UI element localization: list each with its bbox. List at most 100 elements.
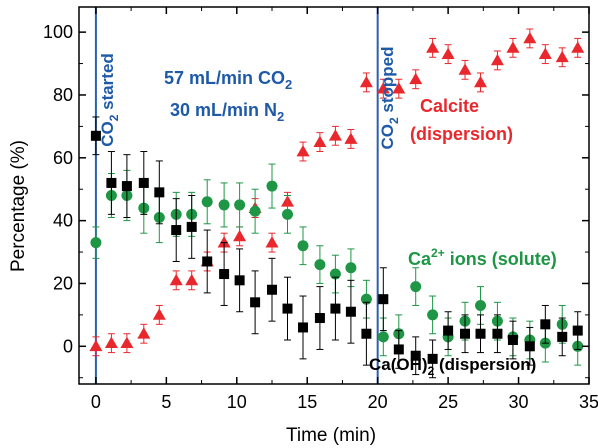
x-tick-label: 20 [368,392,388,412]
ca-ion-point [218,199,230,211]
calcite-point [89,339,103,352]
x-tick-label: 35 [579,392,598,412]
calcite-point [506,41,520,53]
ca-ion-point [427,309,439,321]
caoh2-point [314,313,325,324]
calcite-point [523,31,537,44]
caoh2-point [106,177,117,188]
co2-stopped-label: CO2 stopped [378,46,401,149]
series-calcite [89,28,585,357]
caoh2-point [90,130,101,141]
flow-co2-label: 57 mL/min CO2 [164,68,292,92]
calcite-point [152,308,166,320]
caoh2-point [475,328,486,339]
caoh2-point [345,306,356,317]
calcite-point [359,75,373,88]
caoh2-label: Ca(OH)2 (dispersion) [369,355,536,378]
caoh2-point [121,181,132,192]
flow-n2-label: 30 mL/min N2 [170,100,284,124]
caoh2-point [186,221,197,232]
ca-ion-point [410,281,422,293]
calcite-point [185,273,199,286]
ca-ion-point [314,259,326,271]
caoh2-point [361,328,372,339]
calcite-point [217,236,231,248]
plot-frame [78,6,590,385]
caoh2-point [557,331,568,342]
x-tick-label: 0 [91,392,101,412]
caoh2-point [443,325,454,336]
caoh2-point [492,328,503,339]
calcite-point [458,63,472,75]
ca-ion-point [345,262,357,274]
x-tick-label: 25 [438,392,458,412]
calcite-dispersion-label: (dispersion) [410,124,513,144]
ca-ions-label: Ca2+ ions (solute) [408,246,557,269]
calcite-point [104,336,118,349]
caoh2-point [250,297,261,308]
event-lines [94,7,379,384]
calcite-point [313,135,327,147]
calcite-point [490,53,504,66]
caoh2-point [460,328,471,339]
calcite-point [137,327,151,339]
calcite-point [120,336,134,349]
calcite-point [344,132,358,144]
calcite-point [538,47,552,59]
caoh2-point [393,344,404,355]
y-tick-label: 20 [53,273,73,293]
ca-ion-point [475,299,487,311]
caoh2-point [282,303,293,314]
caoh2-point [234,275,245,286]
x-tick-label: 5 [161,392,171,412]
calcite-point [474,75,488,88]
caoh2-point [427,353,438,364]
calcite-label: Calcite [420,96,479,116]
caoh2-point [330,303,341,314]
calcite-point [426,41,440,53]
axes: 0 5 10 15 20 25 30 35 0 20 40 60 80 100 [43,6,598,412]
series-caoh [90,116,583,379]
caoh2-point [378,294,389,305]
ca-ion-point [297,240,309,252]
y-tick-label: 80 [53,85,73,105]
caoh2-point [267,284,278,295]
x-tick-label: 30 [509,392,529,412]
ca-ion-point [90,237,102,249]
y-axis-title: Percentage (%) [8,140,29,272]
ca-ion-point [266,180,278,192]
ca-ion-point [282,208,294,220]
caoh2-point [219,269,230,280]
caoh2-point [298,322,309,333]
y-tick-label: 40 [53,211,73,231]
caoh2-point [524,341,535,352]
caoh2-point [540,319,551,330]
y-tick-label: 100 [43,22,73,42]
calcite-point [169,273,183,286]
ca-ion-point [201,196,213,208]
ca-ion-point [377,331,389,343]
caoh2-point [154,187,165,198]
co2-started-label: CO2 started [98,53,121,147]
calcite-point [571,41,585,53]
ca-ion-point [249,205,261,217]
calcite-point [376,82,390,94]
calcite-point [328,129,342,141]
x-axis-title: Time (min) [286,425,376,446]
caoh2-point [410,350,421,361]
data-series [89,28,585,379]
calcite-point [296,145,310,157]
caoh2-point [572,325,583,336]
caoh2-point [507,335,518,346]
calcite-point [555,50,569,63]
calcite-point [233,229,247,242]
ca-ion-point [234,199,246,211]
calcite-point [392,82,406,94]
calcite-point [409,72,423,85]
caoh2-point [202,256,213,267]
y-tick-label: 0 [63,336,73,356]
calcite-point [265,236,279,248]
caoh2-point [171,225,182,236]
caoh2-point [138,177,149,188]
